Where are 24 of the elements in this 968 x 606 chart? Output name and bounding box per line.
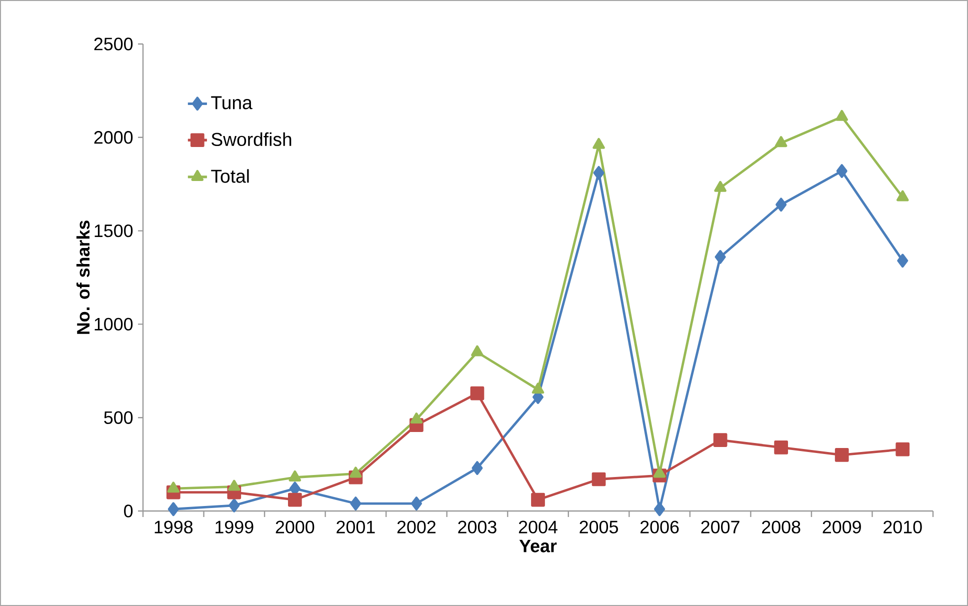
y-tick-label: 2000 xyxy=(94,131,133,144)
x-tick-label: 1998 xyxy=(154,520,193,534)
y-axis-title: No. of sharks xyxy=(76,220,90,334)
x-tick-label: 2007 xyxy=(701,520,740,534)
y-tick-label: 2500 xyxy=(94,38,133,50)
legend-label: Swordfish xyxy=(212,132,292,146)
legend-label: Total xyxy=(211,169,249,183)
x-tick-label: 2003 xyxy=(458,520,496,534)
y-tick-label: 1000 xyxy=(94,318,133,331)
y-tick-label: 1500 xyxy=(94,224,133,238)
x-tick-label: 2000 xyxy=(276,520,314,534)
legend-label: Tuna xyxy=(211,96,252,110)
x-tick-label: 2002 xyxy=(397,520,436,534)
x-tick-label: 1999 xyxy=(216,520,254,534)
y-tick-label: 500 xyxy=(104,411,133,424)
x-tick-label: 2005 xyxy=(580,520,618,534)
x-tick-label: 2008 xyxy=(762,520,800,534)
x-tick-label: 2006 xyxy=(640,520,679,534)
x-tick-label: 2010 xyxy=(884,520,922,534)
x-tick-label: 2009 xyxy=(822,520,861,534)
x-tick-label: 2004 xyxy=(518,520,558,534)
x-tick-label: 2001 xyxy=(336,520,375,534)
y-tick-label: 0 xyxy=(124,504,133,518)
x-axis-title: Year xyxy=(519,540,557,552)
